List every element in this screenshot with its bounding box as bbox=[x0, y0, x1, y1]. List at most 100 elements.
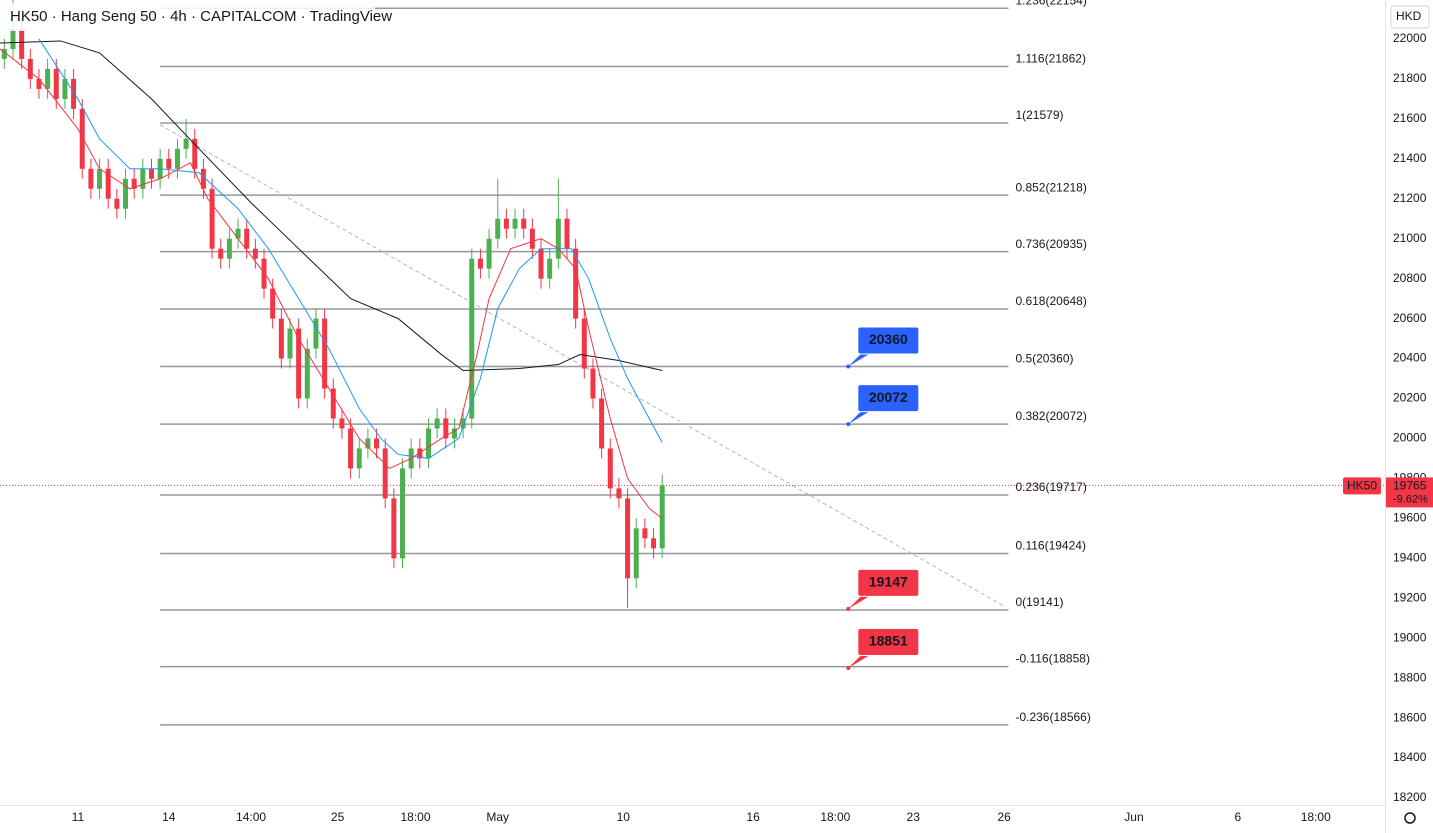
fib-label: 0.116(19424) bbox=[1015, 539, 1086, 553]
candle-body bbox=[1, 48, 7, 59]
plot: 1.236(22154) 1.116(21862) 1(21579) 0.852(21… bbox=[0, 0, 1385, 726]
gear[interactable] bbox=[1404, 812, 1416, 824]
settings-icon[interactable] bbox=[1404, 812, 1416, 824]
candle-body bbox=[348, 428, 354, 469]
candle-body bbox=[434, 418, 440, 429]
candle-body bbox=[495, 218, 501, 239]
callout-label: 19147 bbox=[869, 574, 908, 590]
candle-body bbox=[425, 428, 431, 459]
x-tick-label: 18:00 bbox=[400, 810, 430, 824]
fib-label: 0.5(20360) bbox=[1015, 352, 1073, 366]
candle-body bbox=[88, 168, 94, 189]
candle-body bbox=[62, 78, 68, 99]
candle-body bbox=[27, 58, 33, 79]
candle-body bbox=[642, 528, 648, 539]
candle-body bbox=[313, 318, 319, 349]
callout-box bbox=[858, 569, 919, 596]
moving-average bbox=[0, 40, 663, 372]
candle-body bbox=[547, 258, 553, 279]
header-bg bbox=[3, 3, 375, 31]
callout-anchor bbox=[846, 606, 851, 611]
candle-body bbox=[581, 318, 587, 369]
callout-pointer bbox=[848, 354, 869, 367]
candle-body bbox=[53, 68, 59, 99]
callout-box bbox=[858, 628, 919, 655]
candle-body bbox=[140, 168, 146, 189]
callout-label: 20360 bbox=[869, 331, 908, 347]
fib-label: 0.382(20072) bbox=[1015, 409, 1086, 423]
candle-body bbox=[304, 348, 310, 399]
candle-body bbox=[391, 498, 397, 559]
candle-body bbox=[538, 248, 544, 279]
candle-body bbox=[97, 168, 103, 189]
x-tick-label: 18:00 bbox=[1301, 810, 1331, 824]
candle-body bbox=[460, 418, 466, 429]
candle-body bbox=[278, 318, 284, 359]
y-tick-label: 19400 bbox=[1393, 550, 1427, 564]
fib-label: 0.618(20648) bbox=[1015, 294, 1086, 308]
candle-body bbox=[330, 388, 336, 419]
y-tick-label: 21600 bbox=[1393, 111, 1427, 125]
candle-body bbox=[244, 228, 250, 249]
fib-label: 1(21579) bbox=[1015, 108, 1063, 122]
y-tick-label: 21000 bbox=[1393, 231, 1427, 245]
candle-body bbox=[417, 448, 423, 459]
candle-body bbox=[590, 368, 596, 399]
x-tick-label: 26 bbox=[997, 810, 1011, 824]
y-tick-label: 19000 bbox=[1393, 630, 1427, 644]
x-tick-label: 18:00 bbox=[820, 810, 850, 824]
fib-label: 1.236(22154) bbox=[1015, 0, 1086, 7]
y-tick-label: 22000 bbox=[1393, 31, 1427, 45]
x-tick-label: 14:00 bbox=[236, 810, 266, 824]
candle-body bbox=[659, 485, 665, 549]
x-tick-label: 11 bbox=[72, 810, 85, 824]
x-tick-label: 25 bbox=[331, 810, 345, 824]
candle-body bbox=[633, 528, 639, 579]
callout-label: 20072 bbox=[869, 389, 908, 405]
y-tick-label: 18400 bbox=[1393, 750, 1427, 764]
y-tick-label: 21800 bbox=[1393, 71, 1427, 85]
candle-body bbox=[503, 218, 509, 229]
currency-button[interactable] bbox=[1390, 5, 1430, 29]
y-tick-label: 21400 bbox=[1393, 151, 1427, 165]
candle-body bbox=[19, 28, 25, 59]
candle-body bbox=[322, 318, 328, 389]
price-change: -9.62% bbox=[1393, 493, 1428, 505]
callout-label: 18851 bbox=[869, 633, 908, 649]
fib-label: 0.736(20935) bbox=[1015, 237, 1086, 251]
candle-body bbox=[625, 498, 631, 579]
candle-body bbox=[252, 248, 258, 259]
fib-label: -0.236(18566) bbox=[1015, 710, 1090, 724]
candle-body bbox=[192, 138, 198, 169]
moving-average bbox=[38, 38, 663, 459]
y-tick-label: 18600 bbox=[1393, 710, 1427, 724]
candle-body bbox=[374, 438, 380, 449]
fib-label: 0.236(19717) bbox=[1015, 480, 1086, 494]
candle-body bbox=[114, 198, 120, 209]
candle-body bbox=[183, 138, 189, 149]
callout-anchor bbox=[846, 665, 851, 670]
candle-body bbox=[400, 468, 406, 559]
y-tick-label: 20000 bbox=[1393, 431, 1427, 445]
candle-body bbox=[469, 258, 475, 419]
fib-label: 0(19141) bbox=[1015, 595, 1063, 609]
callout-anchor bbox=[846, 364, 851, 369]
candle-body bbox=[564, 218, 570, 249]
fib-label: -0.116(18858) bbox=[1015, 652, 1090, 666]
candle-body bbox=[443, 418, 449, 439]
y-tick-label: 21200 bbox=[1393, 191, 1427, 205]
fib-label: 1.116(21862) bbox=[1015, 52, 1086, 66]
y-tick-label: 18200 bbox=[1393, 790, 1427, 804]
callout-box bbox=[858, 327, 919, 354]
y-tick-label: 20400 bbox=[1393, 351, 1427, 365]
candle-body bbox=[356, 448, 362, 469]
candle-body bbox=[166, 158, 172, 169]
candle-body bbox=[105, 168, 111, 199]
x-tick-label: 16 bbox=[746, 810, 760, 824]
y-tick-label: 18800 bbox=[1393, 670, 1427, 684]
candle-body bbox=[79, 108, 85, 169]
candle-body bbox=[529, 228, 535, 249]
callout-pointer bbox=[848, 412, 869, 425]
currency[interactable]: HKD bbox=[1396, 9, 1422, 23]
